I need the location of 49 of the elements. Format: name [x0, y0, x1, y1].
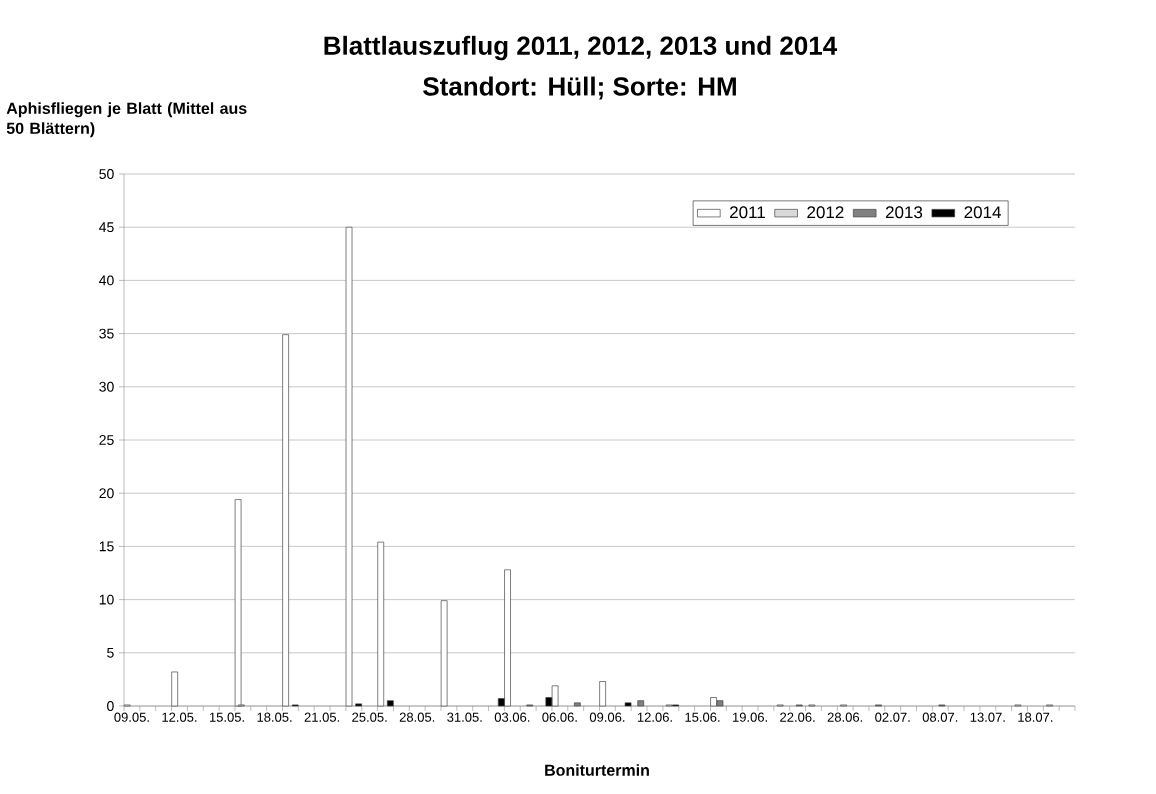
- y-tick-label: 10: [99, 594, 114, 605]
- x-tick-label: 25.05.: [352, 712, 387, 722]
- chart-subtitle: Standort: Hüll; Sorte: HM: [423, 76, 736, 100]
- legend-label: 2013: [885, 206, 923, 219]
- x-tick-label: 22.06.: [780, 712, 815, 722]
- bar: [599, 681, 606, 707]
- bar: [171, 671, 179, 707]
- bar: [355, 703, 362, 707]
- y-axis-title: Aphisfliegen je Blatt (Mittel aus 50 Blättern): [6, 102, 247, 138]
- chart-title: Blattlauszuflug 2011, 2012, 2013 und 2014: [324, 35, 838, 61]
- bar: [440, 600, 448, 707]
- y-tick-label: 15: [99, 541, 114, 552]
- legend-label: 2012: [807, 206, 844, 219]
- y-tick-label: 45: [99, 222, 114, 233]
- x-tick-label: 19.06.: [732, 712, 767, 722]
- x-tick-label: 21.05.: [304, 712, 340, 722]
- y-tick-label: 50: [99, 169, 114, 179]
- legend-label: 2014: [964, 206, 1001, 219]
- bar: [624, 702, 632, 707]
- x-tick-label: 18.07.: [1018, 712, 1053, 722]
- y-tick-label: 5: [107, 647, 114, 658]
- x-tick-label: 03.06.: [494, 712, 530, 722]
- y-tick-label: 40: [99, 275, 114, 286]
- x-tick-label: 08.07.: [922, 712, 958, 722]
- x-tick-label: 06.06.: [542, 712, 577, 722]
- bar: [377, 541, 385, 707]
- x-tick-label: 15.05.: [209, 712, 244, 722]
- x-tick-label: 12.06.: [637, 712, 672, 722]
- x-axis-title: Boniturtermin: [545, 764, 649, 776]
- x-tick-label: 28.05.: [399, 712, 435, 722]
- bar: [345, 226, 353, 707]
- x-tick-label: 15.06.: [685, 712, 720, 722]
- x-tick-label: 18.05.: [257, 712, 292, 722]
- x-tick-label: 09.05.: [114, 712, 149, 722]
- x-tick-label: 28.06.: [827, 712, 863, 722]
- x-tick-label: 12.05.: [162, 712, 197, 722]
- x-tick-label: 09.06.: [589, 712, 625, 722]
- legend-label: 2011: [730, 206, 765, 219]
- bar: [386, 700, 394, 707]
- y-tick-label: 30: [99, 381, 114, 392]
- y-tick-label: 20: [99, 488, 114, 499]
- y-tick-label: 0: [107, 701, 114, 711]
- bar: [234, 499, 242, 707]
- x-tick-label: 31.05.: [447, 712, 482, 722]
- bar: [282, 334, 289, 707]
- x-tick-label: 02.07.: [875, 712, 910, 722]
- x-tick-label: 13.07.: [970, 712, 1005, 722]
- y-tick-label: 35: [99, 328, 114, 339]
- y-tick-label: 25: [99, 435, 114, 445]
